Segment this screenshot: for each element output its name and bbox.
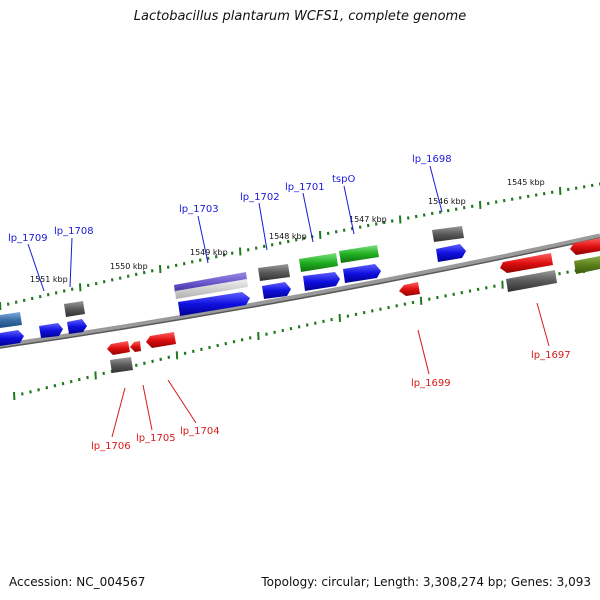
gene-lp_1703-arrow [178,292,250,316]
gene-lp_1708-box [64,301,85,317]
genome-backbone [0,233,600,349]
gene-label-plus: lp_1701 [285,182,325,193]
leader-lp_1702 [258,202,268,251]
gene-lp_1709-arrow [39,323,63,338]
leader-lp_1699 [417,329,430,375]
gene-edge-left-arrow [0,330,24,346]
gene-label-plus: lp_1702 [240,192,280,203]
leader-tspO [343,185,355,235]
gene-lp_1702-box [258,264,290,281]
gene-lp_1703-box-top [174,272,247,293]
gene-label-minus: lp_1706 [91,441,131,452]
gene-label-minus: lp_1697 [531,350,571,361]
gene-lp_1702-arrow [262,282,291,299]
genome-backbone-shadow [0,237,600,349]
kbp-label: 1547 kbp [349,215,387,224]
gene-lp_1698-box [432,226,464,242]
kbp-label: 1551 kbp [30,275,68,284]
plus-strand-genes [0,226,466,346]
gene-lp_1701-arrow [303,272,340,291]
gene-lp_1704-arrow [146,332,176,348]
gene-tspO-arrow [343,264,381,283]
gene-lp_1697-box [506,270,557,292]
leader-lp_1703 [197,215,209,264]
gene-label-plus: lp_1708 [54,226,94,237]
minus-strand-genes [107,238,600,373]
accession-text: Accession: NC_004567 [9,575,146,589]
gene-label-plus: lp_1703 [179,204,219,215]
gene-edge-right-olive [574,256,600,274]
leader-lp_1698 [429,165,443,213]
leader-lp_1705 [142,384,153,431]
gene-label-minus: lp_1699 [411,378,451,389]
leader-lp_1706 [111,387,126,438]
topology-text: Topology: circular; Length: 3,308,274 bp… [261,575,591,589]
plus-label-leaders [27,165,443,292]
outer-scale-ticks [0,182,600,311]
gene-lp_1701-box [299,253,338,272]
gene-label-plus: lp_1698 [412,154,452,165]
gene-lp_1703-box-light [175,279,248,299]
gene-lp_1708-arrow [67,319,87,334]
gene-lp_1699-arrow [399,282,420,296]
kbp-label: 1549 kbp [190,248,228,257]
kbp-label: 1550 kbp [110,262,148,271]
leader-lp_1704 [167,379,197,424]
gene-label-minus: lp_1705 [136,433,176,444]
gene-label-plus: lp_1709 [8,233,48,244]
gene-edge-left-box [0,312,22,328]
leader-lp_1697 [536,302,550,347]
leader-lp_1701 [302,192,314,243]
gene-edge-right-red [570,238,600,255]
gene-lp_1698-arrow [436,244,466,262]
gene-lp_1705-arrow [130,341,141,352]
gene-label-minus: lp_1704 [180,426,220,437]
kbp-label: 1546 kbp [428,197,466,206]
leader-lp_1709 [27,243,45,292]
kbp-label: 1545 kbp [507,178,545,187]
gene-lp_1706-box [110,357,133,373]
map-title: Lactobacillus plantarum WCFS1, complete … [133,9,467,24]
leader-lp_1708 [69,237,73,288]
gene-tspO-box [339,245,379,263]
minus-label-leaders [111,302,550,438]
kbp-label: 1548 kbp [269,232,307,241]
gene-label-plus: tspO [332,174,355,185]
gene-lp_1706-arrow [107,341,130,355]
gene-lp_1697-arrow [500,253,553,273]
